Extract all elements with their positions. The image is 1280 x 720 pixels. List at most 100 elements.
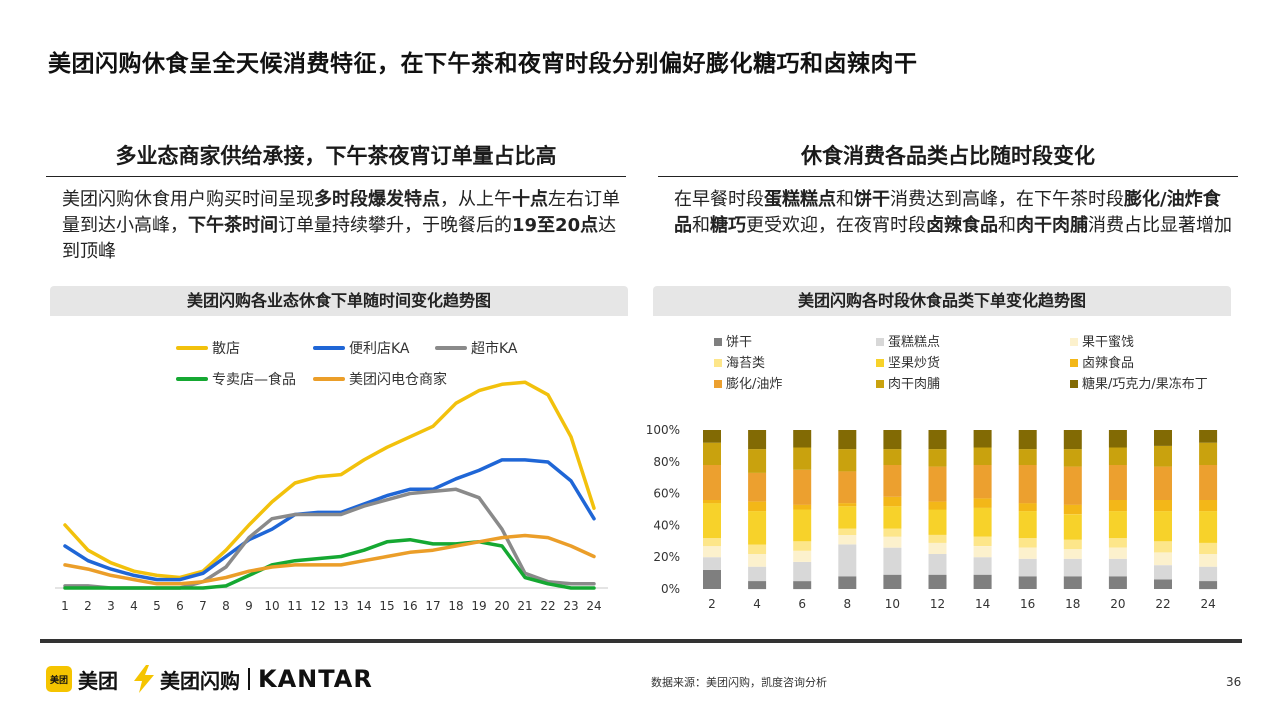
bar-segment: [883, 465, 902, 497]
bar-chart-title: 美团闪购各时段休食品类下单变化趋势图: [653, 286, 1231, 316]
x-tick-label: 12: [310, 599, 325, 613]
legend-label: 散店: [212, 341, 240, 357]
legend-label: 坚果炒货: [888, 355, 940, 371]
bar-segment: [928, 542, 947, 554]
x-tick-label: 14: [975, 597, 990, 611]
bar-segment: [928, 449, 947, 467]
y-tick-label: 60%: [653, 487, 680, 501]
bar-segment: [973, 546, 992, 558]
bar-segment: [793, 541, 812, 551]
bar-segment: [928, 509, 947, 535]
left-section-title: 多业态商家供给承接，下午茶夜宵订单量占比高: [46, 140, 626, 177]
bar-segment: [1063, 514, 1082, 540]
left-section-body: 美团闪购休食用户购买时间呈现多时段爆发特点，从上午十点左右订单量到达小高峰，下午…: [46, 187, 626, 265]
legend-label: 超市KA: [471, 340, 518, 357]
x-tick-label: 11: [287, 599, 302, 613]
x-tick-label: 13: [333, 599, 348, 613]
bar-segment: [883, 430, 902, 450]
legend-label: 饼干: [726, 335, 752, 350]
right-body-text-run: 蛋糕糕点: [764, 189, 836, 210]
bar-segment: [1154, 445, 1172, 467]
logo-separator: [248, 668, 250, 690]
legend-swatch: [876, 380, 884, 388]
legend-swatch: [714, 338, 722, 346]
bar-segment: [928, 534, 947, 543]
legend-swatch: [1070, 359, 1078, 367]
x-tick-label: 15: [379, 599, 394, 613]
bar-segment: [928, 554, 947, 575]
bar-segment: [1199, 554, 1218, 567]
x-tick-label: 16: [402, 599, 417, 613]
left-body-text-run: 19至20点: [512, 215, 599, 236]
bar-segment: [703, 430, 721, 443]
x-tick-label: 22: [1155, 597, 1170, 611]
bar-segment: [883, 536, 902, 548]
right-body-text-run: 更受欢迎，在夜宵时段: [746, 215, 926, 236]
bar-segment: [1154, 565, 1172, 580]
x-tick-label: 21: [517, 599, 532, 613]
bar-segment: [793, 509, 812, 542]
bar-segment: [1108, 576, 1127, 589]
series-line: [63, 533, 596, 586]
right-body-text-run: 饼干: [854, 189, 890, 210]
bar-segment: [1199, 500, 1218, 512]
bar-segment: [793, 550, 812, 562]
bar-segment: [703, 569, 721, 589]
bottom-divider: [40, 639, 1242, 643]
bar-segment: [883, 547, 902, 575]
x-tick-label: 14: [356, 599, 371, 613]
legend-label: 肉干肉脯: [888, 377, 940, 392]
x-tick-label: 22: [540, 599, 555, 613]
x-tick-label: 24: [586, 599, 601, 613]
right-body-text-run: 肉干肉脯: [1016, 215, 1088, 236]
bar-segment: [1018, 430, 1037, 450]
bar-segment: [1018, 503, 1037, 512]
bar-segment: [748, 554, 767, 567]
footer-logos: 美团 美团 美团闪购 KANTAR: [46, 664, 373, 694]
y-tick-label: 20%: [653, 550, 680, 564]
bar-segment: [1199, 581, 1218, 590]
legend-label: 专卖店—食品: [212, 371, 296, 388]
legend-swatch: [714, 359, 722, 367]
kantar-logo: KANTAR: [258, 665, 373, 693]
right-section-title: 休食消费各品类占比随时段变化: [658, 140, 1238, 177]
lightning-bolt-icon: [134, 665, 154, 693]
legend-swatch: [876, 338, 884, 346]
bar-segment: [1018, 465, 1037, 504]
bar-segment: [973, 507, 992, 537]
legend-swatch: [714, 380, 722, 388]
legend-label: 果干蜜饯: [1082, 335, 1134, 350]
bar-segment: [928, 466, 947, 502]
left-body-text-run: 订单量持续攀升，于晚餐后的: [278, 215, 512, 236]
x-tick-label: 20: [494, 599, 509, 613]
data-source-note: 数据来源：美团闪购，凯度咨询分析: [651, 676, 827, 689]
right-body-text-run: 消费占比显著增加: [1088, 215, 1232, 236]
bar-segment: [793, 581, 812, 590]
bar-segment: [1018, 558, 1037, 577]
shangou-logo-text: 美团闪购: [160, 668, 240, 693]
x-tick-label: 8: [222, 599, 230, 613]
bar-segment: [883, 449, 902, 465]
bar-segment: [973, 498, 992, 508]
x-tick-label: 10: [885, 597, 900, 611]
left-body-text-run: 达到顶峰: [62, 215, 617, 262]
x-tick-label: 23: [563, 599, 578, 613]
x-tick-label: 4: [130, 599, 138, 613]
bar-segment: [748, 430, 767, 450]
bar-segment: [838, 430, 857, 450]
bar-segment: [1108, 511, 1127, 539]
bar-segment: [703, 546, 721, 558]
right-section: 休食消费各品类占比随时段变化 在早餐时段蛋糕糕点和饼干消费达到高峰，在下午茶时段…: [658, 140, 1238, 239]
bar-segment: [973, 447, 992, 465]
bar-segment: [1199, 442, 1218, 465]
bar-segment: [1154, 541, 1172, 553]
bar-segment: [703, 500, 721, 504]
right-section-body: 在早餐时段蛋糕糕点和饼干消费达到高峰，在下午茶时段膨化/油炸食品和糖巧更受欢迎，…: [658, 187, 1238, 239]
y-tick-label: 100%: [646, 423, 680, 437]
bar-segment: [838, 449, 857, 472]
bar-segment: [748, 511, 767, 545]
bar-segment: [928, 430, 947, 450]
bar-segment: [838, 544, 857, 577]
bar-segment: [1154, 579, 1172, 589]
bar-segment: [1063, 466, 1082, 505]
